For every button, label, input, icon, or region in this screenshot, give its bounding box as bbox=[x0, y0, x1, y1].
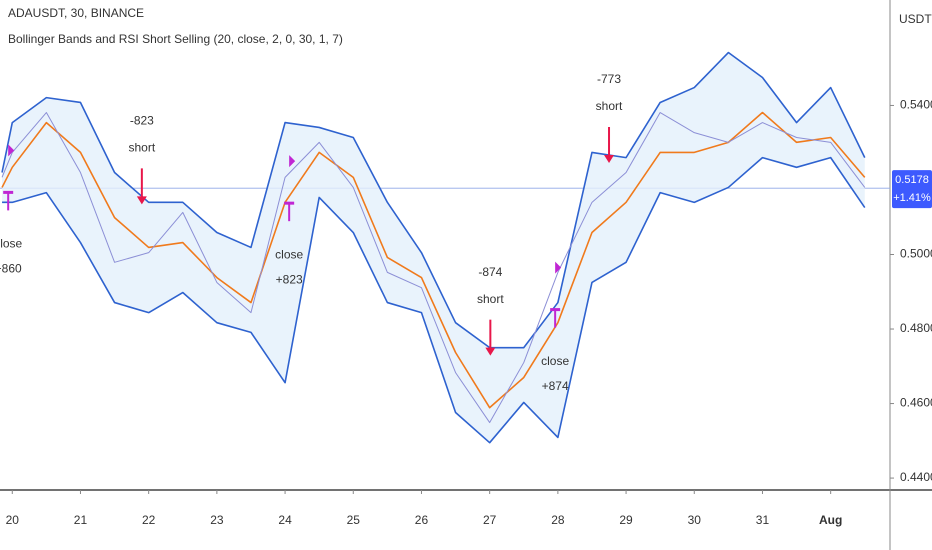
x-tick-label: 21 bbox=[74, 513, 88, 527]
x-tick-label: 27 bbox=[483, 513, 497, 527]
band-fill bbox=[2, 52, 865, 443]
annotation-label: -773 bbox=[597, 72, 621, 86]
annotation-label: close bbox=[275, 247, 303, 261]
x-tick-label: 25 bbox=[347, 513, 361, 527]
x-tick-label: 30 bbox=[688, 513, 702, 527]
band-line bbox=[1, 51, 866, 349]
annotation-label: -874 bbox=[478, 265, 502, 279]
close-marker bbox=[555, 261, 562, 274]
x-tick-label: 24 bbox=[278, 513, 292, 527]
price-line bbox=[1, 112, 866, 424]
x-tick-label: Aug bbox=[819, 513, 842, 527]
price-badge-label: 0.5178 bbox=[895, 174, 929, 186]
annotation-label: -823 bbox=[130, 114, 154, 128]
indicator-title: Bollinger Bands and RSI Short Selling (2… bbox=[8, 32, 343, 46]
annotation-label: +823 bbox=[276, 272, 303, 286]
x-tick-label: 31 bbox=[756, 513, 770, 527]
price-badge bbox=[892, 170, 932, 209]
x-tick-label: 26 bbox=[415, 513, 429, 527]
x-tick-label: 20 bbox=[6, 513, 20, 527]
y-axis-label: USDT bbox=[899, 12, 932, 26]
short-arrow-head bbox=[136, 196, 147, 205]
x-tick-label: 23 bbox=[210, 513, 224, 527]
annotation-label: +874 bbox=[542, 379, 569, 393]
annotation-label: +860 bbox=[0, 262, 22, 276]
annotation-label: short bbox=[596, 99, 623, 113]
short-arrow-head bbox=[485, 347, 496, 356]
close-marker bbox=[8, 144, 15, 157]
annotation-label: short bbox=[477, 292, 504, 306]
close-marker bbox=[289, 155, 296, 168]
chart-title: ADAUSDT, 30, BINANCE bbox=[8, 6, 144, 20]
annotation-label: short bbox=[129, 141, 156, 155]
band-line bbox=[2, 156, 866, 444]
change-label: +1.41% bbox=[893, 192, 931, 204]
short-arrow-head bbox=[604, 155, 615, 164]
band-line bbox=[1, 111, 866, 409]
x-tick-label: 22 bbox=[142, 513, 156, 527]
x-tick-label: 29 bbox=[619, 513, 633, 527]
y-tick-label: 0.4400 bbox=[900, 470, 932, 484]
annotation-label: close bbox=[0, 237, 23, 251]
x-tick-label: 28 bbox=[551, 513, 565, 527]
annotation-label: close bbox=[541, 354, 569, 368]
